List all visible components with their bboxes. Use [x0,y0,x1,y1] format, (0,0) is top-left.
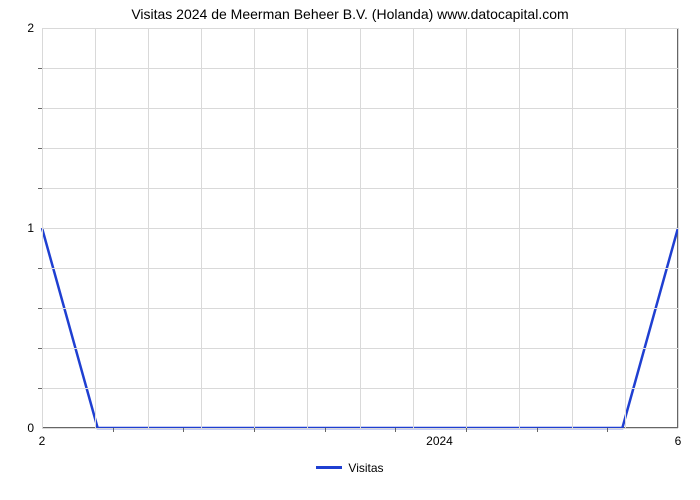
y-tick-minor [38,268,42,269]
x-tick-minor [113,428,114,432]
y-tick-minor [38,348,42,349]
y-tick-minor [38,108,42,109]
grid-line-h [42,308,678,309]
x-tick-minor [537,428,538,432]
x-tick-minor [254,428,255,432]
grid-line-h [42,228,678,229]
x-tick-minor [607,428,608,432]
y-tick-minor [38,68,42,69]
y-tick-minor [38,308,42,309]
legend-swatch [316,466,342,469]
x-tick-minor [325,428,326,432]
y-tick-minor [38,148,42,149]
y-tick-minor [38,188,42,189]
x-tick-minor [395,428,396,432]
grid-line-h [42,108,678,109]
grid-line-h [42,428,678,429]
grid-line-h [42,388,678,389]
x-tick-label: 6 [675,428,682,448]
x-center-label: 2024 [426,428,453,448]
chart-title: Visitas 2024 de Meerman Beheer B.V. (Hol… [0,6,700,22]
grid-line-h [42,348,678,349]
y-tick-minor [38,388,42,389]
x-tick-minor [466,428,467,432]
chart-container: Visitas 2024 de Meerman Beheer B.V. (Hol… [0,0,700,500]
legend: Visitas [0,460,700,475]
grid-line-h [42,68,678,69]
grid-line-v [678,28,679,428]
y-tick-label: 1 [27,221,42,235]
x-tick-label: 2 [39,428,46,448]
grid-line-h [42,148,678,149]
grid-line-h [42,28,678,29]
grid-line-h [42,188,678,189]
plot-area: 012262024 [42,28,678,428]
y-tick-label: 2 [27,21,42,35]
legend-label: Visitas [348,461,383,475]
x-tick-minor [183,428,184,432]
grid-line-h [42,268,678,269]
